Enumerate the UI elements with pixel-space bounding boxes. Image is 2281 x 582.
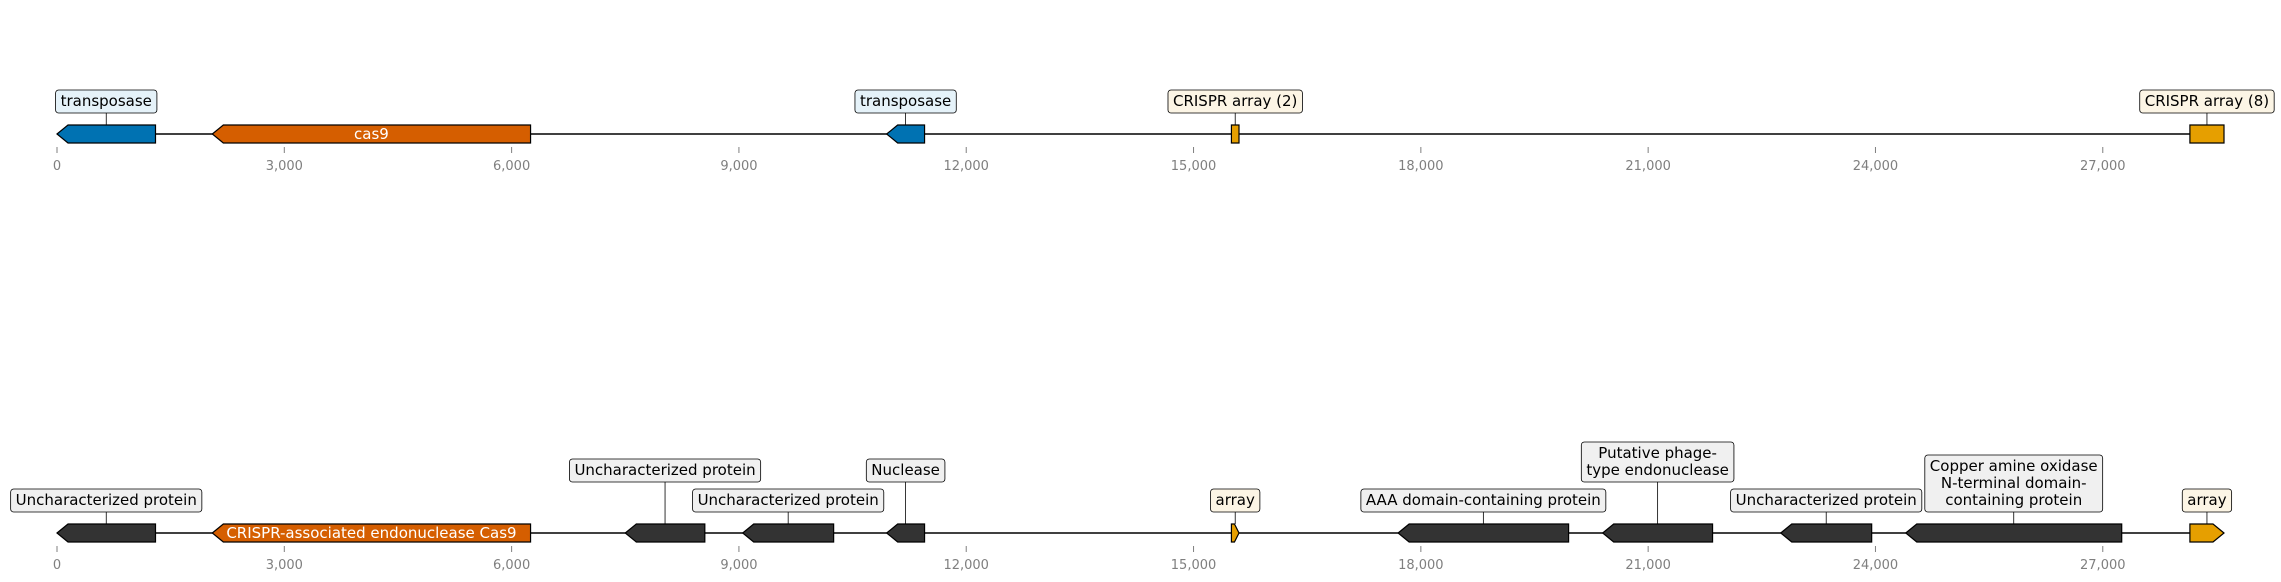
gene-feature-arrow[interactable] [56,523,157,543]
gene-feature-arrow[interactable] [885,124,926,144]
feature-label-box [1580,441,1735,483]
axis-tick-label: 15,000 [1171,159,1217,174]
gene-feature-arrow[interactable] [2189,523,2225,543]
feature-label-box [10,488,203,513]
feature-inner-label: cas9 [354,125,389,143]
gene-feature-arrow[interactable] [1779,523,1873,543]
gene-feature-arrow[interactable] [624,523,706,543]
feature-label: transposase [61,92,152,110]
feature-label: Uncharacterized protein [16,491,197,509]
axis-tick-label: 0 [53,558,61,573]
feature-label-box [1210,488,1261,513]
axis-tick-label: 21,000 [1625,159,1671,174]
gene-feature-arrow[interactable] [211,523,532,543]
axis-tick-label: 0 [53,159,61,174]
feature-label-box [1167,89,1303,114]
feature-label: AAA domain-containing protein [1366,491,1601,509]
axis-tick-label: 27,000 [2080,159,2126,174]
feature-label-box [854,89,957,114]
feature-label: CRISPR array (8) [2145,92,2269,110]
feature-label-box [569,458,762,483]
track-top: 0 3,000 6,000 9,000 12,000 15,000 18,000 21,000… [53,89,2275,174]
gene-feature-arrow[interactable] [1397,523,1570,543]
gene-feature-arrow[interactable] [1230,523,1240,543]
axis-tick-label: 6,000 [493,558,530,573]
feature-label-box [1730,488,1923,513]
gene-feature-arrow[interactable] [1601,523,1714,543]
axis-tick-label: 6,000 [493,159,530,174]
feature-label: transposase [860,92,951,110]
axis-tick-label: 18,000 [1398,558,1444,573]
feature-label: Putative phage-type endonuclease [1586,444,1729,479]
feature-label-box [55,89,158,114]
feature-label-box [2139,89,2275,114]
axis-tick-label: 3,000 [266,159,303,174]
gene-feature-arrow[interactable] [885,523,926,543]
feature-label: array [1216,491,1255,509]
feature-label-box [692,488,885,513]
feature-label-box [865,458,946,483]
gene-feature-arrow[interactable] [741,523,835,543]
gene-feature-arrow[interactable] [1904,523,2123,543]
gene-feature-arrow[interactable] [1230,124,1240,144]
axis-tick-label: 12,000 [943,159,989,174]
axis-tick-label: 27,000 [2080,558,2126,573]
feature-label: Uncharacterized protein [574,461,755,479]
feature-label-box [1924,454,2104,513]
axis-tick-label: 21,000 [1625,558,1671,573]
gene-feature-arrow[interactable] [211,124,532,144]
feature-label: Uncharacterized protein [1736,491,1917,509]
axis-tick-label: 24,000 [1853,558,1899,573]
axis-tick-label: 12,000 [943,558,989,573]
feature-label: Nuclease [871,461,940,479]
feature-label: Uncharacterized protein [698,491,879,509]
axis-tick-label: 18,000 [1398,159,1444,174]
gene-feature-arrow[interactable] [2189,124,2225,144]
feature-label: CRISPR array (2) [1173,92,1297,110]
feature-label: Copper amine oxidase N-terminal domain-co… [1930,457,2098,509]
track-bottom: 0 3,000 6,000 9,000 12,000 15,000 18,000 21,000… [10,441,2233,573]
feature-inner-label: CRISPR-associated endonuclease Cas9 [226,524,516,542]
axis-tick-label: 3,000 [266,558,303,573]
feature-label: array [2187,491,2226,509]
axis-tick-label: 24,000 [1853,159,1899,174]
feature-label-box [2181,488,2233,513]
gene-feature-arrow[interactable] [56,124,157,144]
axis-tick-label: 9,000 [720,558,757,573]
axis-tick-label: 15,000 [1171,558,1217,573]
feature-label-box [1360,488,1607,513]
axis-tick-label: 9,000 [720,159,757,174]
